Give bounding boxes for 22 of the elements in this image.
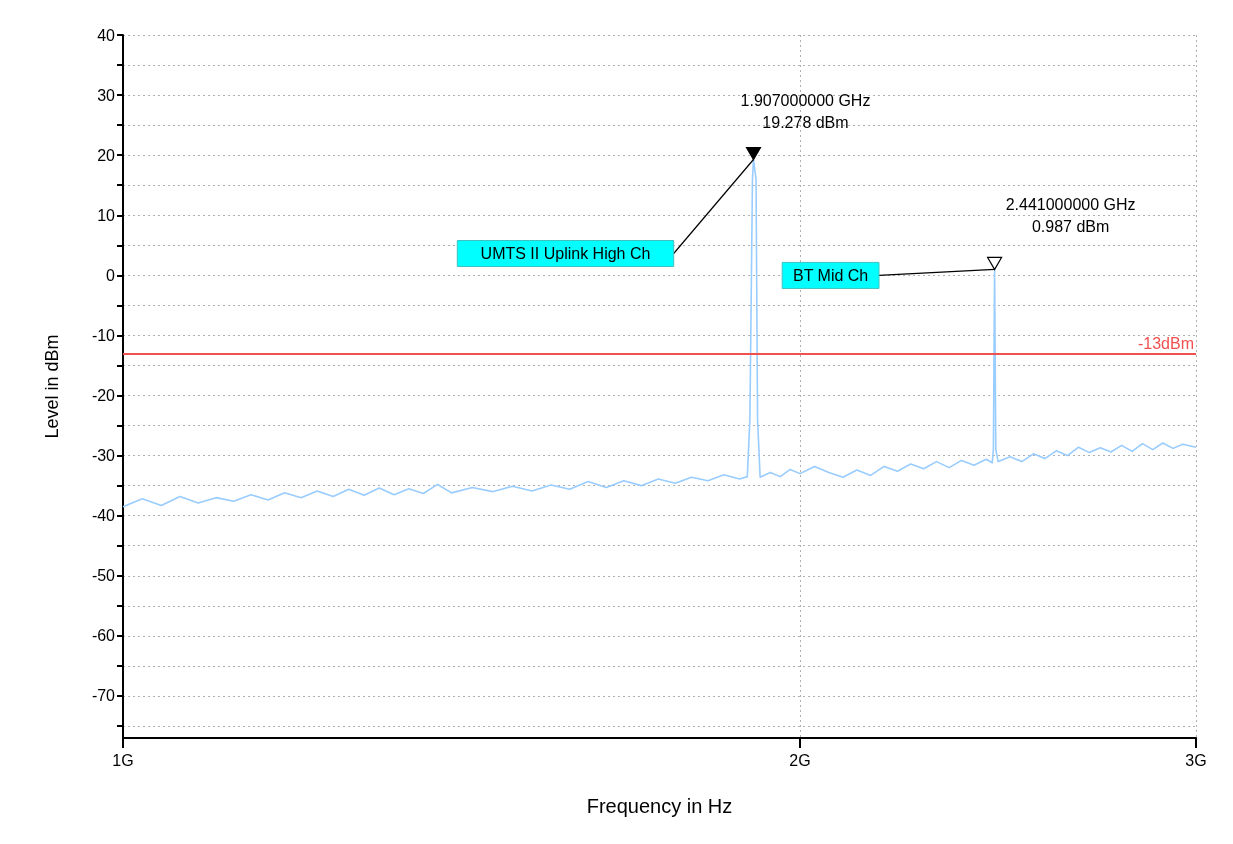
- annotation: BT Mid Ch: [792, 266, 869, 284]
- y-tick-label: -20: [91, 387, 116, 405]
- annotation: UMTS II Uplink High Ch: [480, 245, 651, 263]
- x-tick-label: 1G: [112, 751, 134, 769]
- y-tick-label: -40: [91, 507, 116, 525]
- y-tick-label: -50: [91, 567, 116, 585]
- y-tick-label: -60: [91, 627, 116, 645]
- y-tick-label: -70: [91, 687, 116, 705]
- y-tick-label: 10: [97, 206, 116, 224]
- y-tick-label: -10: [91, 326, 116, 344]
- y-tick-label: -30: [91, 447, 116, 465]
- y-tick-label: 0: [106, 266, 116, 284]
- y-tick-label: 20: [97, 146, 116, 164]
- x-tick-label: 2G: [789, 751, 811, 769]
- y-tick-label: 30: [97, 86, 116, 104]
- x-tick-label: 3G: [1185, 751, 1207, 769]
- y-axis-title: Level in dBm: [42, 334, 62, 439]
- annotation: 1.907000000 GHz 19.278 dBm: [740, 92, 871, 132]
- ref-line-label: -13dBm: [1137, 334, 1194, 352]
- annotation: 2.441000000 GHz 0.987 dBm: [1005, 195, 1136, 235]
- y-tick-label: 40: [97, 26, 116, 44]
- x-axis-title: Frequency in Hz: [586, 795, 733, 817]
